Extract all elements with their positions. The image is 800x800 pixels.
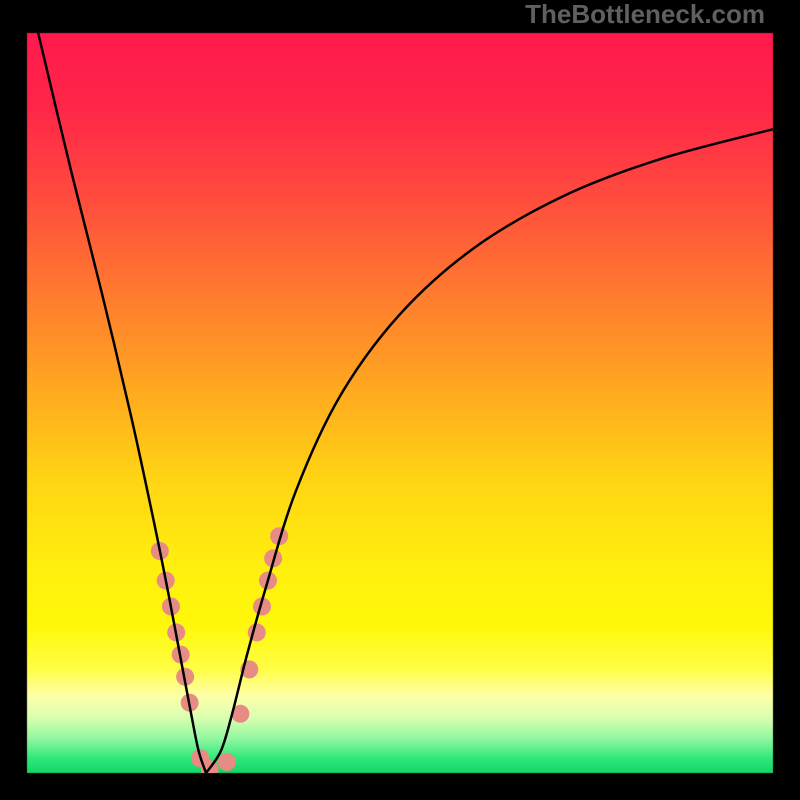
gradient-and-frame-canvas bbox=[0, 0, 800, 800]
chart-stage: TheBottleneck.com bbox=[0, 0, 800, 800]
watermark-text: TheBottleneck.com bbox=[525, 0, 765, 30]
